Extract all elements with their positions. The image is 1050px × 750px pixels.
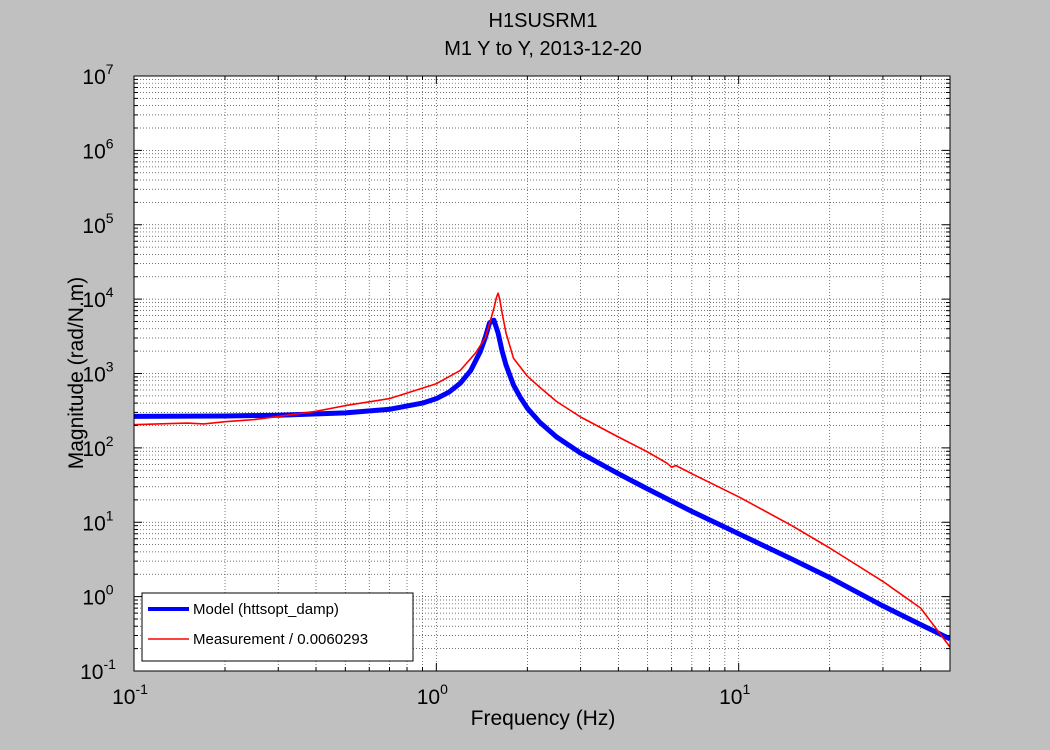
x-tick-label: 101 [719,681,750,709]
axis-ticks [133,75,951,672]
series-line-measurement [134,292,950,648]
chart-subtitle: M1 Y to Y, 2013-12-20 [444,38,642,60]
series-layer [134,292,950,648]
legend-label-model: Model (httsopt_damp) [193,601,339,618]
y-tick-label: 100 [82,582,113,610]
y-tick-label: 101 [82,507,113,535]
y-tick-label: 105 [82,210,113,238]
legend: Model (httsopt_damp) Measurement / 0.006… [141,592,414,662]
x-tick-label: 100 [417,681,448,709]
x-axis-label: Frequency (Hz) [471,707,616,730]
grid-lines [133,75,951,672]
y-tick-label: 106 [82,135,113,163]
y-tick-label: 103 [82,359,113,387]
x-tick-label: 10-1 [112,681,148,709]
y-tick-label: 104 [82,284,113,312]
y-tick-label: 102 [82,433,113,461]
y-tick-label: 10-1 [80,656,116,684]
tick-labels: 10-1 100 101 10-1 100 101 102 103 104 105 106 107 [80,61,750,709]
chart-title: H1SUSRM1 [489,10,598,32]
series-line-model [134,317,950,642]
y-axis-label: Magnitude (rad/N.m) [65,277,88,470]
legend-box [141,592,414,662]
legend-label-measurement: Measurement / 0.0060293 [193,631,368,648]
y-tick-label: 107 [82,61,113,89]
